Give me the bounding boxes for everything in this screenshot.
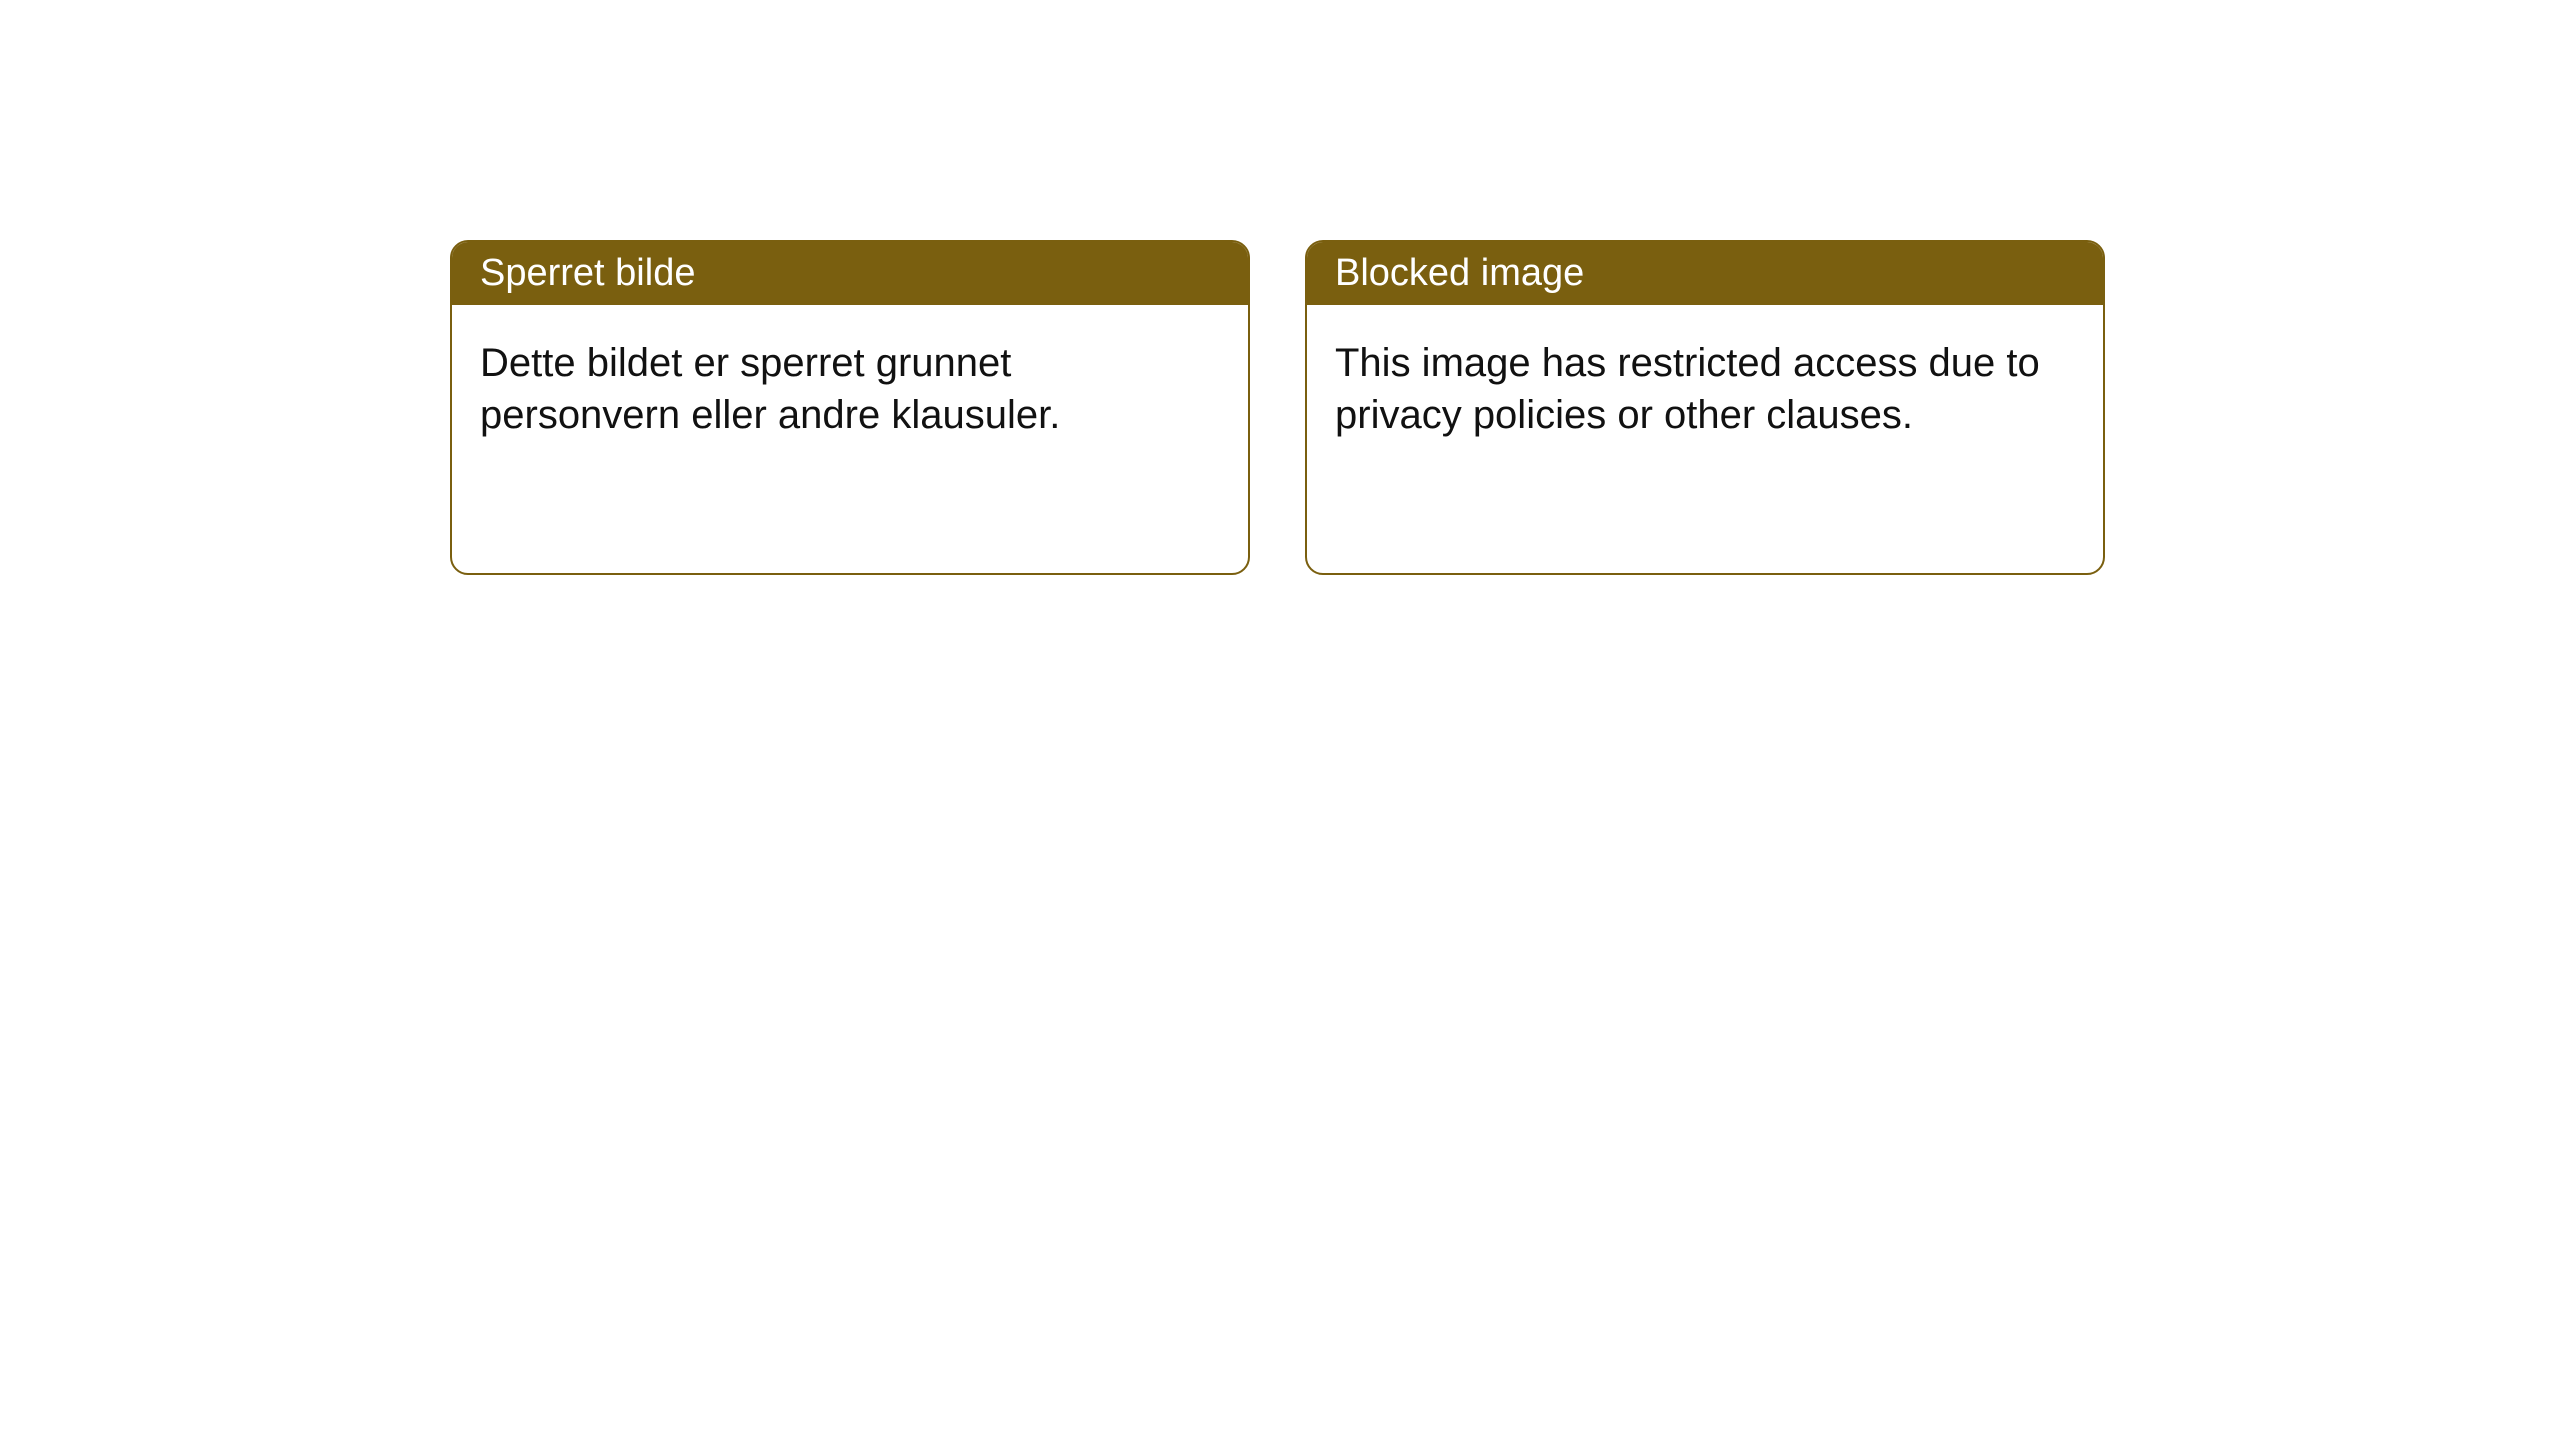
- notice-container: Sperret bilde Dette bildet er sperret gr…: [0, 0, 2560, 575]
- card-title: Blocked image: [1335, 252, 1584, 294]
- card-title: Sperret bilde: [480, 252, 695, 294]
- card-body: Dette bildet er sperret grunnet personve…: [452, 305, 1248, 473]
- notice-card-norwegian: Sperret bilde Dette bildet er sperret gr…: [450, 240, 1250, 575]
- card-body-text: This image has restricted access due to …: [1335, 341, 2040, 437]
- card-header: Blocked image: [1307, 242, 2103, 305]
- notice-card-english: Blocked image This image has restricted …: [1305, 240, 2105, 575]
- card-header: Sperret bilde: [452, 242, 1248, 305]
- card-body: This image has restricted access due to …: [1307, 305, 2103, 473]
- card-body-text: Dette bildet er sperret grunnet personve…: [480, 341, 1060, 437]
